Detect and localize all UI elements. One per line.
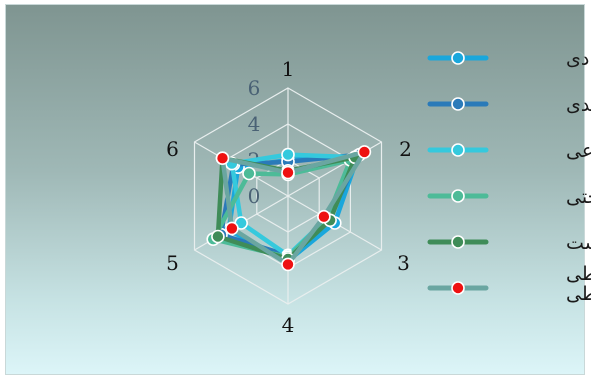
axis-label: 1 <box>282 57 295 81</box>
data-point <box>281 165 295 180</box>
data-point <box>242 166 256 181</box>
axis-label: 5 <box>166 251 179 275</box>
data-point <box>215 151 230 165</box>
data-point <box>211 229 225 244</box>
data-point <box>317 209 331 224</box>
legend-label: اجتماعی <box>566 140 591 162</box>
legend-marker <box>451 97 465 111</box>
legend-label: محیطی <box>566 263 591 285</box>
tick-label: 4 <box>248 112 261 136</box>
legend-label: کالبدی <box>566 94 591 116</box>
tick-label: 6 <box>248 76 261 100</box>
legend-label: زیرساختی <box>566 186 591 208</box>
legend-marker <box>451 281 465 295</box>
axis-label: 6 <box>166 137 179 161</box>
data-point <box>281 257 295 272</box>
axis-label: 4 <box>282 313 295 337</box>
legend-marker <box>451 189 465 203</box>
data-point <box>357 145 372 159</box>
data-point <box>281 147 295 162</box>
legend-marker <box>451 235 465 249</box>
legend-marker <box>451 51 465 65</box>
legend-marker <box>451 143 465 157</box>
legend-label: محیطی <box>566 283 591 305</box>
chart-area <box>5 4 585 375</box>
axis-label: 2 <box>399 137 412 161</box>
legend-label: اقتصادی <box>566 48 591 70</box>
data-point <box>225 221 239 236</box>
legend-label: زیست <box>566 232 591 254</box>
axis-label: 3 <box>397 251 410 275</box>
tick-label: 0 <box>248 184 261 208</box>
